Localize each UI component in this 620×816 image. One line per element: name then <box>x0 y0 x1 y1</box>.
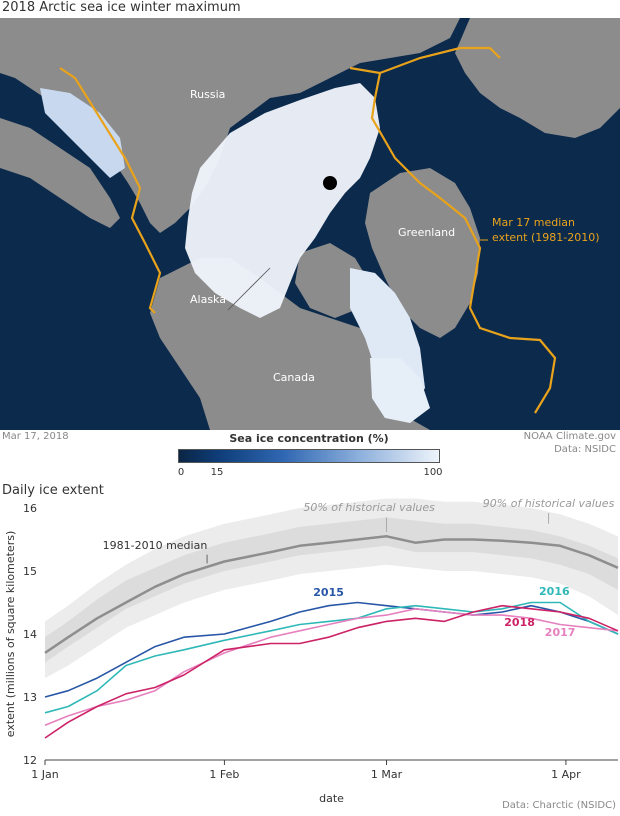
label-median-2: extent (1981-2010) <box>492 231 600 244</box>
arctic-ice-map: Russia Greenland Alaska Canada Mar 17 me… <box>0 18 620 430</box>
map-credit-nsidc: Data: NSIDC <box>554 444 616 455</box>
series-line-2016 <box>44 601 619 714</box>
series-label-2016: 2016 <box>539 585 570 598</box>
x-axis-label: date <box>319 792 344 805</box>
map-date: Mar 17, 2018 <box>2 431 69 442</box>
sea-ice-main <box>185 83 380 318</box>
land-peninsula <box>0 118 120 228</box>
y-axis-label: extent (millions of square kilometers) <box>4 531 17 738</box>
alaska-leader-line <box>227 267 271 311</box>
map-credit-noaa: NOAA Climate.gov <box>523 431 616 442</box>
label-median-1: Mar 17 median <box>492 216 575 229</box>
band-50-percent <box>45 517 618 663</box>
label-greenland: Greenland <box>398 226 455 239</box>
y-tick-label: 15 <box>23 565 37 578</box>
median-line <box>44 535 619 654</box>
y-tick-label: 14 <box>23 628 37 641</box>
series-label-2017: 2017 <box>545 626 576 639</box>
x-tick-label: 1 Jan <box>31 768 58 781</box>
median-extent-line <box>59 46 557 414</box>
series-line-2017 <box>44 608 619 727</box>
y-tick-label: 16 <box>23 502 37 515</box>
colorbar-tick-100: 100 <box>423 467 443 478</box>
land-north-america <box>150 258 430 430</box>
median-label: 1981-2010 median <box>103 539 208 552</box>
y-tick-label: 13 <box>23 691 37 704</box>
series-line-2018 <box>44 604 619 739</box>
label-russia: Russia <box>190 88 225 101</box>
colorbar <box>178 449 440 463</box>
series-label-2015: 2015 <box>313 586 344 599</box>
label-canada: Canada <box>273 371 315 384</box>
x-tick-label: 1 Apr <box>551 768 581 781</box>
series-line-2015 <box>44 601 619 698</box>
x-tick-label: 1 Mar <box>371 768 403 781</box>
colorbar-tick-0: 0 <box>177 467 185 478</box>
band-50-label: 50% of historical values <box>303 501 435 514</box>
band-90-label: 90% of historical values <box>483 498 615 510</box>
series-label-2018: 2018 <box>504 616 535 629</box>
daily-extent-chart: 12 13 14 15 16 1 Jan 1 Feb 1 Mar 1 Apr date extent… <box>4 498 619 805</box>
colorbar-title: Sea ice concentration (%) <box>229 432 389 445</box>
land-europe <box>455 18 620 138</box>
chart-subtitle: Daily ice extent <box>2 483 104 498</box>
land-russia <box>0 18 460 233</box>
sea-ice-okhotsk <box>40 88 125 178</box>
north-pole-marker <box>323 176 337 190</box>
page-title: 2018 Arctic sea ice winter maximum <box>2 0 241 15</box>
colorbar-tick-15: 15 <box>210 467 224 478</box>
x-tick-label: 1 Feb <box>209 768 239 781</box>
chart-credit: Data: Charctic (NSIDC) <box>502 800 616 811</box>
label-alaska: Alaska <box>190 293 226 306</box>
y-tick-label: 12 <box>23 754 37 767</box>
sea-ice-hudson <box>370 358 430 423</box>
